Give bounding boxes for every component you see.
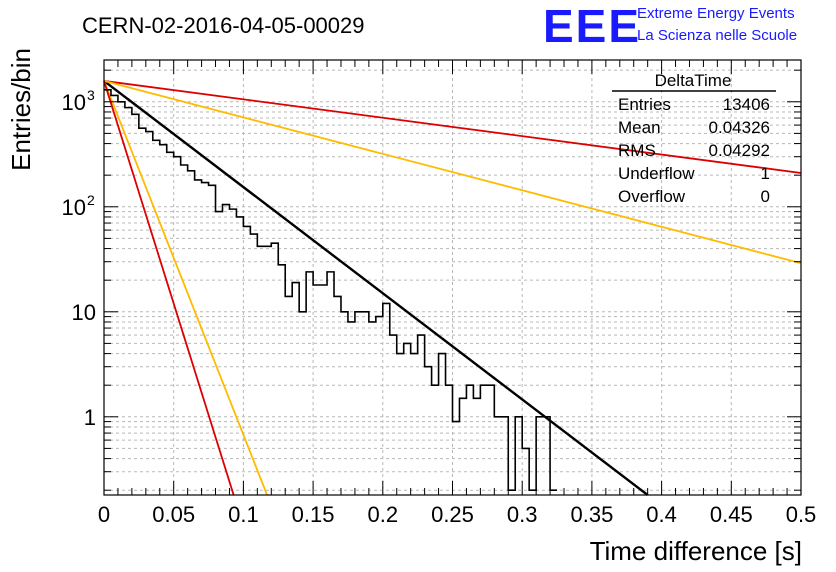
x-tick-label: 0.1 [228, 502, 259, 527]
stats-row-value: 1 [761, 164, 770, 183]
stats-row-label: Mean [618, 118, 661, 137]
y-tick-label: 10 [72, 300, 96, 325]
fit-line [103, 80, 268, 496]
x-tick-label: 0.45 [710, 502, 753, 527]
x-tick-label: 0.25 [431, 502, 474, 527]
x-tick-labels: 0 0.05 0.1 0.15 0.2 0.25 0.3 0.35 0.4 0.45 0.5 [98, 502, 816, 527]
fit-line [103, 79, 649, 496]
x-tick-label: 0.4 [646, 502, 677, 527]
stats-rows: Entries 13406 Mean 0.04326 RMS 0.04292 Underfl… [618, 95, 770, 206]
x-tick-label: 0.3 [507, 502, 538, 527]
stats-row-value: 0.04292 [709, 141, 770, 160]
stats-row-label: RMS [618, 141, 656, 160]
x-tick-label: 0 [98, 502, 110, 527]
y-tick-label: 10 [62, 90, 86, 115]
eee-logo-mark: EEE [543, 0, 641, 52]
histogram-outline [104, 89, 558, 491]
y-tick-label: 1 [84, 405, 96, 430]
stats-row-value: 0.04326 [709, 118, 770, 137]
stats-row-value: 13406 [723, 95, 770, 114]
eee-logo: EEE Extreme Energy Events La Scienza nel… [543, 0, 797, 52]
stats-row-label: Underflow [618, 164, 695, 183]
logo-line-1: Extreme Energy Events [637, 5, 795, 22]
fit-line [103, 80, 802, 265]
y-tick-exponent: 2 [87, 192, 95, 208]
stats-box: DeltaTime Entries 13406 Mean 0.04326 RMS 0.04… [612, 71, 776, 206]
fit-line [103, 80, 235, 496]
y-tick-label: 10 [62, 195, 86, 220]
x-tick-label: 0.15 [292, 502, 335, 527]
page-title: CERN-02-2016-04-05-00029 [82, 13, 365, 38]
fit-line [103, 80, 802, 174]
x-tick-label: 0.05 [152, 502, 195, 527]
x-tick-label: 0.35 [570, 502, 613, 527]
axis-ticks [103, 60, 802, 495]
fit-lines [103, 79, 802, 496]
logo-line-2: La Scienza nelle Scuole [637, 27, 797, 44]
x-tick-label: 0.2 [368, 502, 399, 527]
stats-row-label: Overflow [618, 187, 686, 206]
y-tick-exponent: 3 [87, 87, 95, 103]
x-axis-label: Time difference [s] [590, 536, 802, 566]
stats-row-value: 0 [761, 187, 770, 206]
histogram [104, 89, 558, 491]
x-tick-label: 0.5 [786, 502, 817, 527]
stats-row-label: Entries [618, 95, 671, 114]
stats-title: DeltaTime [655, 71, 732, 90]
grid-lines [104, 60, 801, 495]
y-axis-label: Entries/bin [6, 48, 36, 171]
